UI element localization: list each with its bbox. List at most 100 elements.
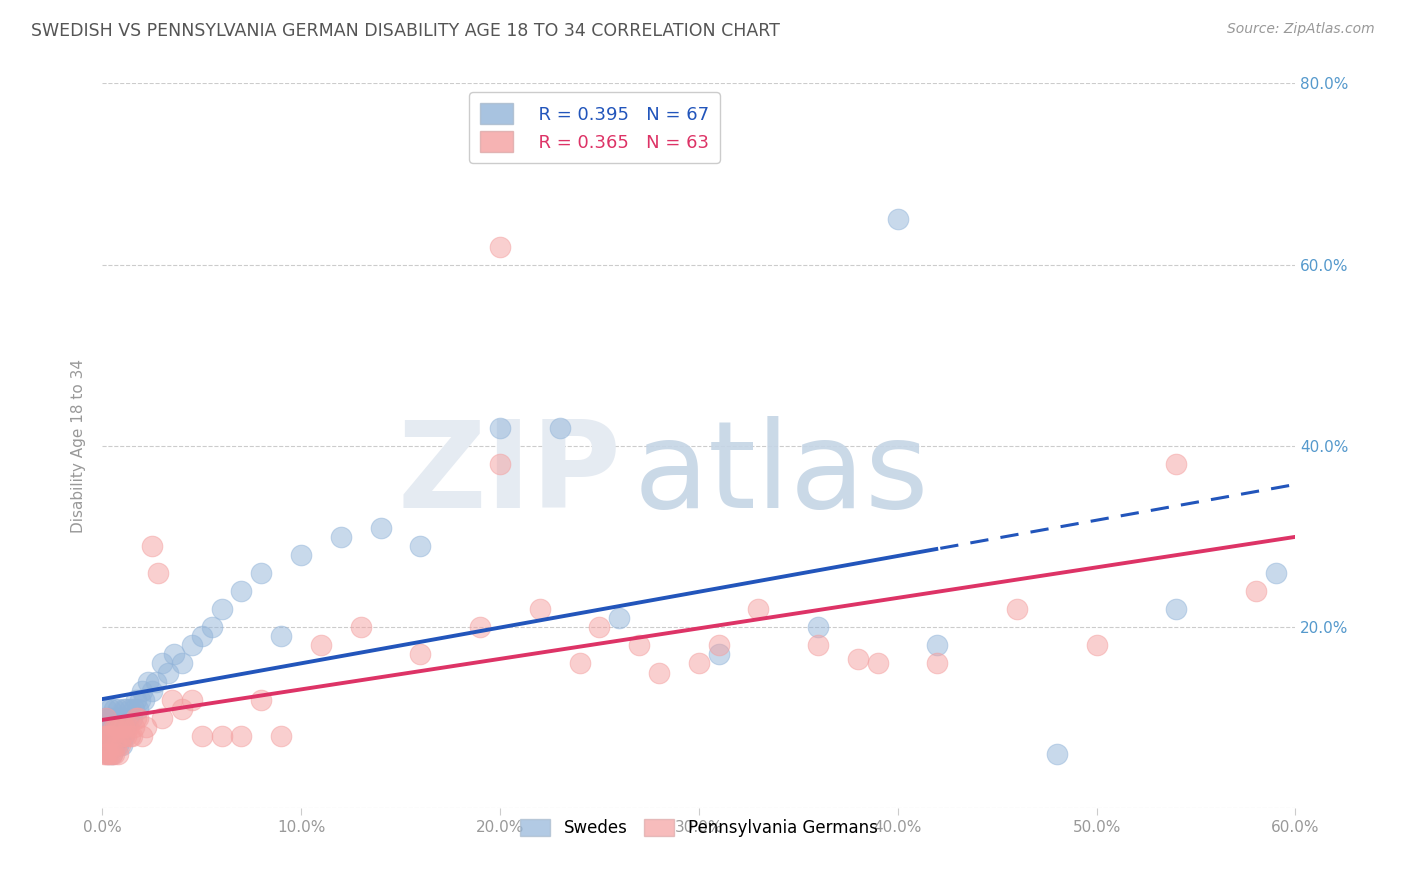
Point [108, 738, 131, 752]
Point [927, 657, 949, 671]
Point [170, 657, 193, 671]
Point [1085, 638, 1108, 652]
Point [1166, 457, 1188, 471]
Point [180, 638, 202, 652]
Point [529, 602, 551, 616]
Point [409, 539, 432, 553]
Point [866, 657, 889, 671]
Point [1046, 747, 1069, 761]
Point [115, 702, 138, 716]
Point [329, 530, 352, 544]
Point [250, 566, 273, 580]
Point [370, 520, 392, 534]
Point [409, 648, 432, 662]
Point [886, 212, 908, 227]
Point [648, 665, 671, 680]
Point [107, 747, 129, 761]
Point [98, 720, 121, 734]
Point [489, 239, 512, 253]
Point [111, 729, 134, 743]
Point [96, 747, 118, 761]
Point [115, 729, 138, 743]
Point [97, 729, 120, 743]
Point [107, 720, 129, 734]
Text: SWEDISH VS PENNSYLVANIA GERMAN DISABILITY AGE 18 TO 34 CORRELATION CHART: SWEDISH VS PENNSYLVANIA GERMAN DISABILIT… [31, 22, 780, 40]
Point [101, 747, 124, 761]
Point [156, 665, 179, 680]
Point [107, 738, 129, 752]
Point [118, 729, 141, 743]
Point [688, 657, 710, 671]
Point [121, 729, 143, 743]
Point [190, 729, 212, 743]
Point [105, 729, 128, 743]
Point [309, 638, 332, 652]
Point [112, 729, 135, 743]
Y-axis label: Disability Age 18 to 34: Disability Age 18 to 34 [72, 359, 86, 533]
Point [101, 729, 124, 743]
Point [200, 620, 222, 634]
Point [125, 692, 148, 706]
Point [96, 702, 118, 716]
Point [103, 747, 125, 761]
Point [489, 457, 512, 471]
Point [93, 711, 115, 725]
Point [118, 702, 141, 716]
Point [93, 729, 115, 743]
Point [97, 729, 120, 743]
Point [103, 702, 125, 716]
Point [190, 629, 212, 643]
Point [96, 729, 118, 743]
Point [270, 729, 292, 743]
Point [231, 729, 253, 743]
Point [125, 711, 148, 725]
Point [628, 638, 651, 652]
Point [131, 683, 153, 698]
Legend: Swedes, Pennsylvania Germans: Swedes, Pennsylvania Germans [513, 812, 884, 844]
Point [103, 720, 125, 734]
Point [548, 421, 571, 435]
Point [115, 720, 138, 734]
Point [101, 729, 124, 743]
Point [146, 566, 169, 580]
Point [290, 548, 312, 562]
Point [98, 738, 121, 752]
Point [150, 657, 173, 671]
Point [107, 720, 129, 734]
Point [468, 620, 491, 634]
Point [141, 683, 163, 698]
Point [136, 674, 159, 689]
Point [250, 692, 273, 706]
Point [350, 620, 373, 634]
Point [180, 692, 202, 706]
Point [117, 720, 139, 734]
Point [807, 620, 830, 634]
Point [122, 702, 145, 716]
Point [107, 702, 129, 716]
Point [98, 729, 121, 743]
Point [129, 692, 152, 706]
Point [231, 583, 253, 598]
Text: ZIP: ZIP [398, 417, 621, 533]
Point [121, 711, 143, 725]
Point [117, 711, 139, 725]
Point [170, 702, 193, 716]
Point [93, 729, 115, 743]
Point [1166, 602, 1188, 616]
Point [103, 738, 125, 752]
Point [96, 738, 118, 752]
Point [105, 738, 128, 752]
Point [127, 711, 149, 725]
Point [489, 421, 512, 435]
Point [1264, 566, 1286, 580]
Point [98, 747, 121, 761]
Point [1005, 602, 1028, 616]
Point [807, 638, 830, 652]
Point [108, 720, 131, 734]
Point [97, 711, 120, 725]
Point [163, 648, 186, 662]
Point [108, 711, 131, 725]
Point [93, 747, 115, 761]
Point [103, 720, 125, 734]
Point [132, 692, 155, 706]
